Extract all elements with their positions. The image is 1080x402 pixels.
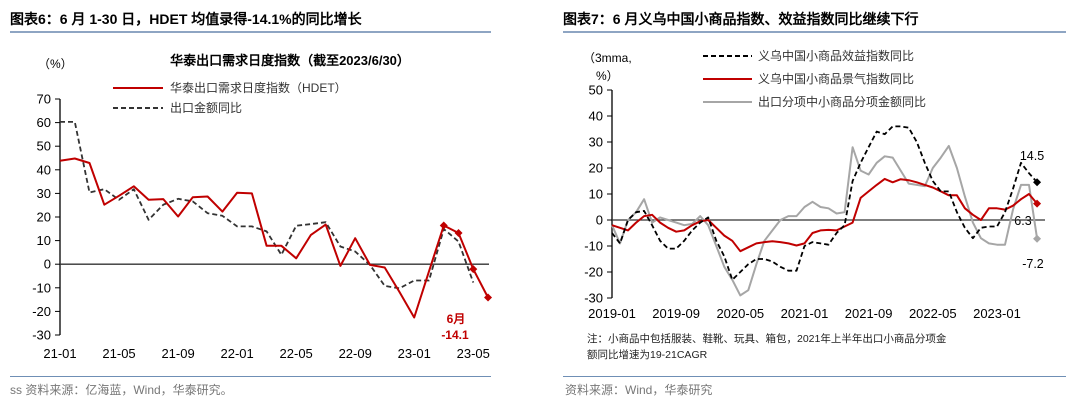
y-tick-label: -20 xyxy=(584,265,603,280)
chart1-annotation-value: -14.1 xyxy=(441,328,469,342)
series-line-1-0 xyxy=(59,157,489,319)
data-point-marker xyxy=(1033,178,1042,187)
chart2-end-label-prosperity: 6.3 xyxy=(1014,214,1031,228)
data-point-marker xyxy=(439,221,448,230)
y-tick-label: 10 xyxy=(589,187,603,202)
series-line-1-1 xyxy=(60,121,475,290)
y-tick-label: 20 xyxy=(37,210,51,225)
y-tick-label: 0 xyxy=(596,213,603,228)
left-footer-divider xyxy=(10,376,491,377)
y-tick-label: 20 xyxy=(589,161,603,176)
right-source: 资料来源：Wind，华泰研究 xyxy=(565,383,713,397)
chart1-ylabel: （%） xyxy=(38,57,73,71)
right-note-line1: 注：小商品中包括服装、鞋靴、玩具、箱包，2021年上半年出口小商品分项金 xyxy=(587,333,947,345)
x-tick-label: 2020-05 xyxy=(716,306,764,321)
x-tick-label: 23-01 xyxy=(398,346,431,361)
x-tick-label: 2022-05 xyxy=(909,306,957,321)
data-point-marker xyxy=(1033,199,1042,208)
chart1-title: 华泰出口需求日度指数（截至2023/6/30） xyxy=(170,53,410,68)
left-panel-title: 图表6：6 月 1-30 日，HDET 均值录得-14.1%的同比增长 xyxy=(10,11,362,27)
right-title-divider xyxy=(563,31,1066,33)
y-tick-label: -10 xyxy=(584,239,603,254)
x-tick-label: 2019-01 xyxy=(588,306,636,321)
y-tick-label: 10 xyxy=(37,233,51,248)
y-tick-label: 60 xyxy=(37,115,51,130)
x-tick-label: 22-01 xyxy=(220,346,253,361)
chart2-ylabel-line1: （3mma, xyxy=(583,51,632,65)
y-tick-label: -30 xyxy=(584,291,603,306)
x-tick-label: 22-09 xyxy=(339,346,372,361)
y-tick-label: -30 xyxy=(32,328,51,343)
left-title-divider xyxy=(10,31,491,33)
series-line-2-0 xyxy=(611,125,1038,281)
right-note-line2: 额同比增速为19-21CAGR xyxy=(587,349,708,361)
y-tick-label: -20 xyxy=(32,304,51,319)
x-tick-label: 21-05 xyxy=(102,346,135,361)
y-tick-label: 70 xyxy=(37,92,51,107)
chart1-legend-hdet: 华泰出口需求日度指数（HDET） xyxy=(170,80,347,95)
y-tick-label: -10 xyxy=(32,280,51,295)
series-line-2-2 xyxy=(611,144,1039,297)
chart2-legend-prosperity: 义乌中国小商品景气指数同比 xyxy=(758,71,914,86)
x-tick-label: 21-09 xyxy=(161,346,194,361)
chart1-plot: 70 60 50 40 30 20 10 0 -10 -20 -30 21-01 21-05 21-09 2… xyxy=(32,92,493,361)
chart2-end-label-export: -7.2 xyxy=(1022,257,1044,271)
chart1-legend-export: 出口金额同比 xyxy=(170,100,242,115)
right-panel-title: 图表7：6 月义乌中国小商品指数、效益指数同比继续下行 xyxy=(563,11,919,27)
chart1-annotation-month: 6月 xyxy=(447,312,466,326)
y-tick-label: 30 xyxy=(37,186,51,201)
y-tick-label: 50 xyxy=(589,83,603,98)
y-tick-label: 40 xyxy=(37,162,51,177)
x-tick-label: 21-01 xyxy=(43,346,76,361)
x-tick-label: 23-05 xyxy=(457,346,490,361)
left-source: ss 资料来源：亿海蓝，Wind，华泰研究。 xyxy=(10,383,233,397)
y-tick-label: 0 xyxy=(44,257,51,272)
data-point-marker xyxy=(1033,234,1042,243)
chart2-end-label-benefit: 14.5 xyxy=(1020,149,1044,163)
right-footer-divider xyxy=(563,376,1066,377)
x-tick-label: 2021-09 xyxy=(845,306,893,321)
y-tick-label: 50 xyxy=(37,139,51,154)
data-point-marker xyxy=(469,265,478,274)
data-point-marker xyxy=(454,229,463,238)
chart2-legend-benefit: 义乌中国小商品效益指数同比 xyxy=(758,48,914,63)
chart2-legend-export: 出口分项中小商品分项金额同比 xyxy=(758,94,926,109)
chart2-ylabel-line2: %） xyxy=(596,69,619,83)
x-tick-label: 2021-01 xyxy=(781,306,829,321)
y-tick-label: 40 xyxy=(589,109,603,124)
data-point-marker xyxy=(484,293,493,302)
y-tick-label: 30 xyxy=(589,135,603,150)
series-line-2-1 xyxy=(611,177,1038,253)
x-tick-label: 22-05 xyxy=(280,346,313,361)
x-tick-label: 2019-09 xyxy=(652,306,700,321)
x-tick-label: 2023-01 xyxy=(973,306,1021,321)
